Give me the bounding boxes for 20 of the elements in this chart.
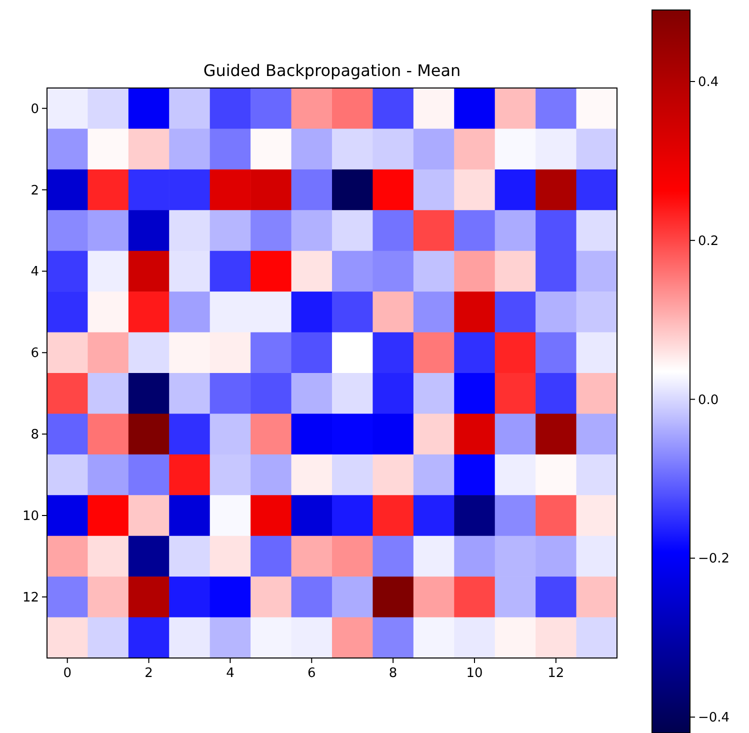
y-tick-label: 10 [22,509,39,524]
color-bar-label: 0.0 [698,392,719,408]
y-tick-label: 4 [30,264,39,280]
x-tick-label: 12 [548,666,564,681]
y-tick-label: 8 [30,428,39,443]
y-tick-label: 2 [30,183,39,198]
x-tick-label: 6 [308,666,316,681]
x-tick-label: 10 [466,666,483,681]
color-bar-label: −0.4 [698,710,730,726]
color-bar-label: 0.2 [698,234,719,249]
chart-title: Guided Backpropagation - Mean [203,61,461,80]
color-bar-label: 0.4 [698,75,719,90]
y-tick-label: 12 [22,590,39,606]
y-tick-label: 6 [30,346,39,362]
x-tick-label: 0 [63,666,72,681]
x-tick-label: 4 [226,666,234,681]
x-tick-label: 8 [388,666,398,681]
x-tick-label: 2 [144,666,153,681]
color-bar-label: −0.2 [698,552,730,567]
y-tick-label: 0 [30,102,39,117]
